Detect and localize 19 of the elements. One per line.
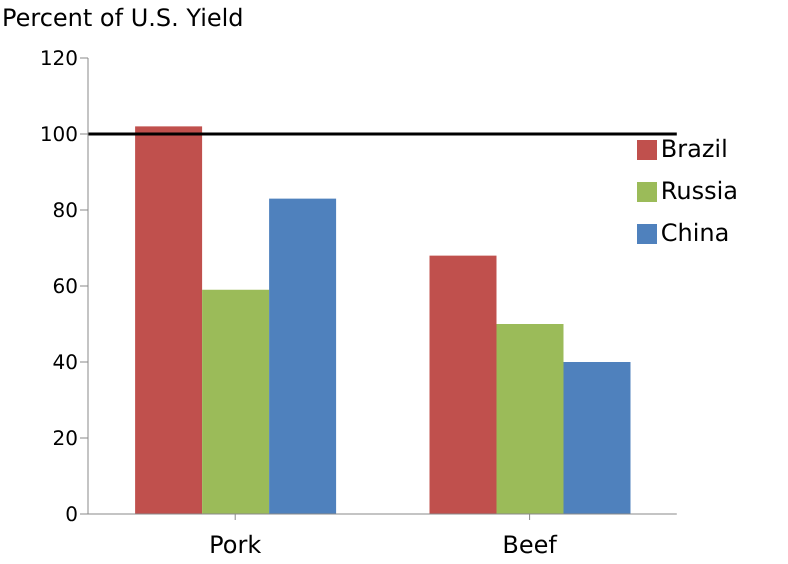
y-tick-label: 60 [52,274,78,298]
y-tick-label: 120 [40,46,78,70]
bar [564,362,630,514]
y-axis-title: Percent of U.S. Yield [2,4,244,32]
bar [269,198,336,514]
y-tick-label: 40 [52,350,78,374]
x-tick-label: Pork [209,531,262,560]
bar [135,126,202,514]
bar [496,324,564,514]
legend-label: Russia [660,177,738,205]
y-tick-label: 0 [65,502,78,526]
bar [430,256,496,514]
y-tick-label: 80 [52,198,78,222]
x-tick-label: Beef [502,531,558,560]
y-tick-label: 20 [52,426,78,450]
y-tick-label: 100 [40,122,78,146]
bar [202,290,270,514]
legend-label: Brazil [660,135,728,163]
legend-label: China [660,219,730,247]
